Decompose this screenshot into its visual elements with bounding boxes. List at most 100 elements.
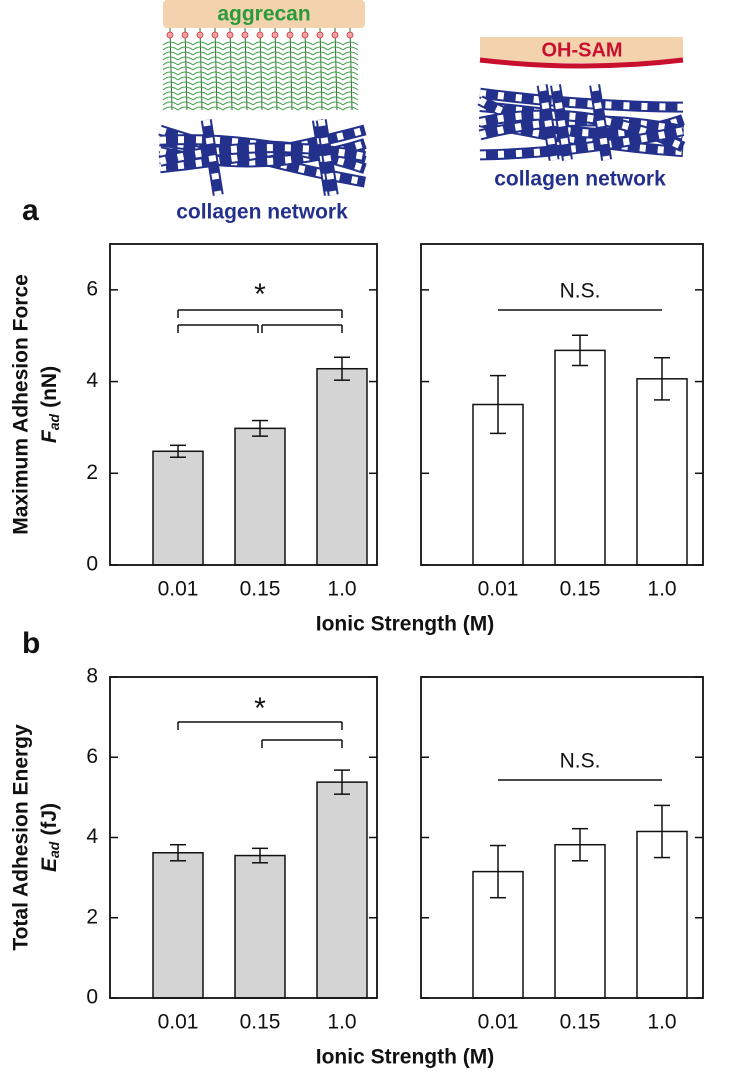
aggrecan-bristle — [342, 96, 359, 101]
aggrecan-bristle — [237, 106, 254, 111]
aggrecan-bristle — [297, 106, 314, 111]
aggrecan-bristle — [312, 51, 329, 56]
aggrecan-bristle — [297, 46, 314, 51]
x-axis-title: Ionic Strength (M) — [316, 613, 494, 636]
aggrecan-bristle — [207, 91, 224, 96]
significance-label: * — [254, 278, 266, 311]
aggrecan-bristle — [237, 61, 254, 66]
aggrecan-bristle — [162, 96, 179, 101]
probe-tip — [163, 0, 365, 28]
bar — [316, 781, 368, 999]
x-tick-label: 0.15 — [240, 1011, 281, 1034]
aggrecan-bristle — [222, 101, 239, 106]
aggrecan-bristle — [207, 66, 224, 71]
collagen-band — [317, 119, 337, 196]
panel-label: a — [22, 194, 39, 227]
aggrecan-bristle — [297, 66, 314, 71]
aggrecan-bristle — [342, 46, 359, 51]
aggrecan-bristle — [237, 41, 254, 46]
aggrecan-bristle — [297, 86, 314, 91]
aggrecan-bristle — [162, 81, 179, 86]
chart-panel: 0.01 0.15 1.0 N.S. — [420, 243, 704, 601]
aggrecan-bristle — [237, 51, 254, 56]
y-axis-symbol: Ead (fJ) — [38, 803, 62, 872]
x-tick-label: 0.01 — [158, 1011, 199, 1034]
aggrecan-bristle — [177, 96, 194, 101]
aggrecan-bristle — [207, 86, 224, 91]
aggrecan-bristle — [252, 86, 269, 91]
collagen-band — [591, 84, 611, 161]
aggrecan-bristle — [222, 76, 239, 81]
aggrecan-bristle — [282, 66, 299, 71]
aggrecan-bristle — [252, 91, 269, 96]
aggrecan-core — [244, 27, 248, 111]
plot-frame — [109, 676, 378, 999]
aggrecan-bristle — [342, 101, 359, 106]
aggrecan-bristle — [252, 56, 269, 61]
x-tick-label: 0.15 — [560, 578, 601, 601]
aggrecan-core — [274, 27, 278, 111]
aggrecan-bristle — [162, 71, 179, 76]
aggrecan-core — [259, 27, 263, 111]
aggrecan-bristle — [192, 41, 209, 46]
bar — [152, 851, 204, 999]
aggrecan-core — [289, 27, 293, 111]
link-protein — [271, 31, 279, 39]
aggrecan-bristle — [267, 56, 284, 61]
x-axis-title: Ionic Strength (M) — [316, 1046, 494, 1069]
significance-label: N.S. — [560, 750, 601, 773]
aggrecan-bristle — [327, 61, 344, 66]
aggrecan-bristle — [162, 86, 179, 91]
aggrecan-bristle — [177, 66, 194, 71]
aggrecan-bristle — [342, 66, 359, 71]
link-protein — [166, 31, 174, 39]
aggrecan-bristle — [267, 106, 284, 111]
y-axis-subscript: ad — [46, 413, 62, 430]
aggrecan-bristle — [192, 66, 209, 71]
y-tick-label: 2 — [86, 905, 98, 928]
aggrecan-bristle — [297, 61, 314, 66]
aggrecan-bristle — [192, 81, 209, 86]
collagen-label: collagen network — [494, 168, 666, 191]
link-protein — [196, 31, 204, 39]
aggrecan-bristle — [327, 66, 344, 71]
y-axis-subscript: ad — [46, 841, 62, 858]
aggrecan-bristle — [222, 106, 239, 111]
aggrecan-bristle — [192, 51, 209, 56]
x-tick-label: 0.01 — [478, 1011, 519, 1034]
aggrecan-bristle — [237, 101, 254, 106]
aggrecan-bristle — [342, 86, 359, 91]
aggrecan-bristle — [252, 66, 269, 71]
aggrecan-bristle — [252, 81, 269, 86]
y-tick-label: 8 — [86, 665, 98, 688]
aggrecan-bristle — [177, 86, 194, 91]
y-tick-label: 2 — [86, 461, 98, 484]
aggrecan-bristle — [237, 56, 254, 61]
x-tick-label: 1.0 — [647, 578, 676, 601]
x-tick-label: 0.15 — [240, 578, 281, 601]
y-axis-unit: (fJ) — [38, 803, 61, 836]
sam-layer — [479, 57, 684, 69]
aggrecan-core — [184, 27, 188, 111]
aggrecan-bristle — [192, 91, 209, 96]
aggrecan-bristle — [312, 61, 329, 66]
aggrecan-bristle — [222, 86, 239, 91]
aggrecan-bristle — [342, 71, 359, 76]
aggrecan-bristle — [252, 96, 269, 101]
aggrecan-bristle — [177, 56, 194, 61]
aggrecan-bristle — [267, 76, 284, 81]
aggrecan-bristle — [267, 96, 284, 101]
aggrecan-bristle — [222, 46, 239, 51]
aggrecan-bristle — [327, 91, 344, 96]
aggrecan-bristle — [297, 51, 314, 56]
aggrecan-bristle — [177, 91, 194, 96]
aggrecan-bristle — [237, 91, 254, 96]
y-axis-symbol: F — [38, 429, 61, 443]
aggrecan-core — [319, 27, 323, 111]
aggrecan-bristle — [327, 96, 344, 101]
aggrecan-bristle — [342, 51, 359, 56]
aggrecan-bristle — [342, 76, 359, 81]
aggrecan-bristle — [327, 86, 344, 91]
